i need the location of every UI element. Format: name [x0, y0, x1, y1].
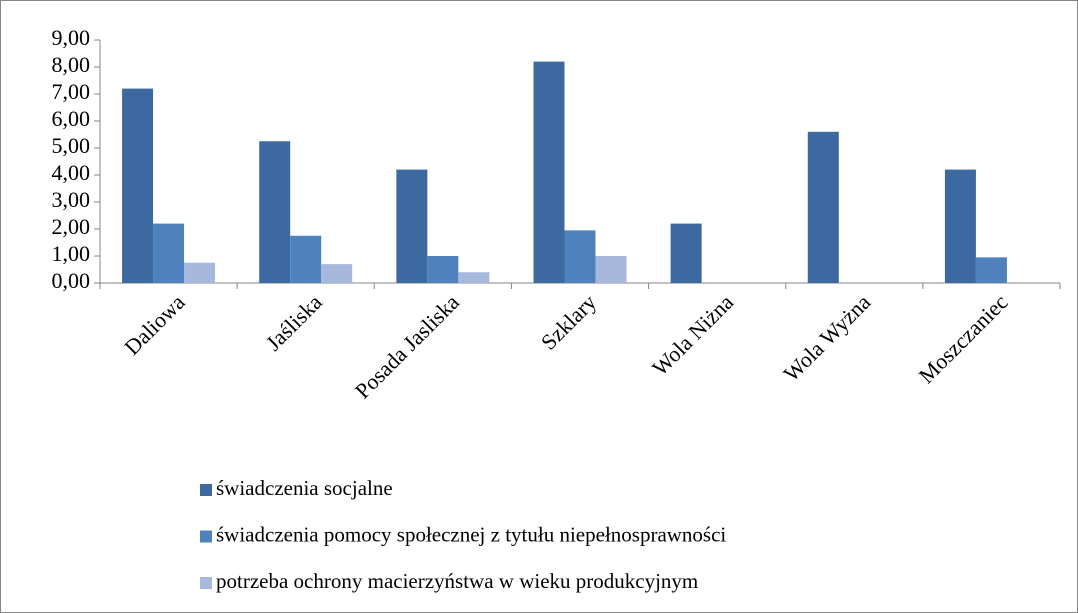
y-tick-label: 3,00: [52, 187, 91, 212]
y-tick-label: 7,00: [52, 79, 91, 104]
bar: [427, 256, 459, 283]
bar: [670, 223, 702, 283]
y-tick-label: 2,00: [52, 214, 91, 239]
bar: [290, 235, 322, 283]
legend-label: świadczenia pomocy społecznej z tytułu n…: [216, 522, 726, 546]
legend-label: świadczenia socjalne: [216, 476, 393, 500]
bar: [564, 230, 596, 283]
bar: [321, 264, 353, 283]
bar: [975, 257, 1007, 283]
bar: [259, 141, 291, 283]
y-tick-label: 8,00: [52, 52, 91, 77]
y-tick-label: 1,00: [52, 241, 91, 266]
bar: [153, 223, 185, 283]
bar: [122, 88, 154, 283]
bar: [944, 169, 976, 283]
legend-swatch: [200, 530, 212, 543]
y-tick-label: 6,00: [52, 106, 91, 131]
legend-label: potrzeba ochrony macierzyństwa w wieku p…: [216, 569, 698, 593]
y-tick-label: 0,00: [52, 268, 91, 293]
y-tick-label: 5,00: [52, 133, 91, 158]
bar: [396, 169, 428, 283]
legend-swatch: [200, 577, 212, 589]
bar: [807, 131, 839, 283]
legend-swatch: [200, 484, 212, 496]
bar: [595, 256, 627, 283]
bar: [184, 262, 216, 283]
y-tick-label: 4,00: [52, 160, 91, 185]
y-tick-label: 9,00: [52, 25, 91, 50]
bar: [533, 61, 565, 283]
bar: [458, 272, 490, 283]
